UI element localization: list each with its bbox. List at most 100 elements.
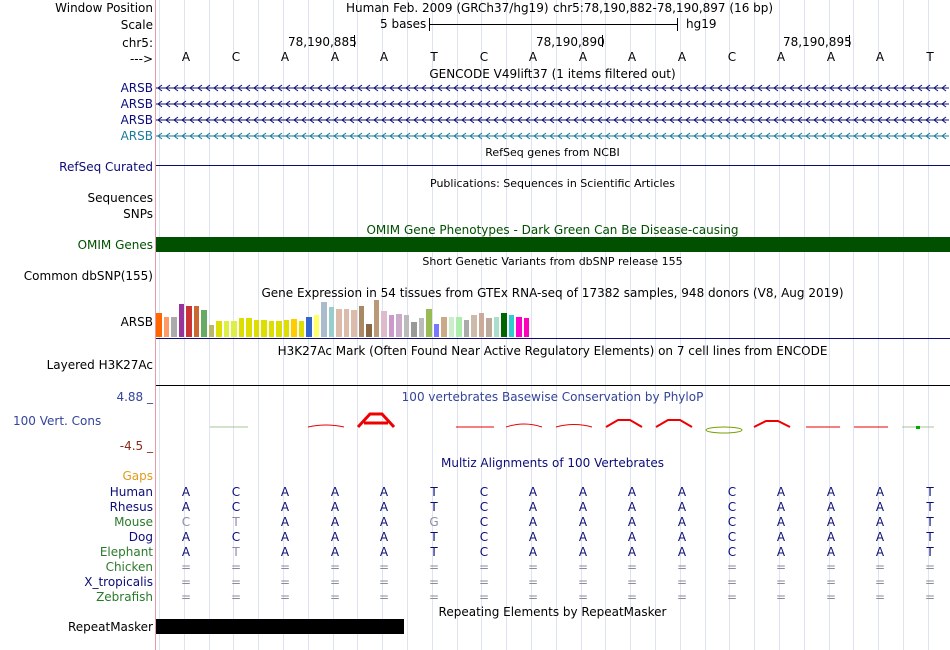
gaps-label[interactable]: Gaps — [122, 469, 153, 483]
gencode-item-label[interactable]: ARSB — [120, 97, 153, 111]
gtex-tissue-bar[interactable] — [471, 315, 477, 337]
gtex-tissue-bar[interactable] — [508, 315, 514, 337]
gtex-tissue-bar[interactable] — [396, 314, 402, 337]
gencode-item-label[interactable]: ARSB — [120, 81, 153, 95]
gtex-tissue-bar[interactable] — [208, 325, 214, 337]
gtex-tissue-bar[interactable] — [186, 306, 192, 337]
phylop-label[interactable]: 100 Vert. Cons — [13, 414, 102, 428]
gencode-transcript[interactable] — [156, 116, 949, 124]
grid-line — [506, 0, 507, 650]
omim-label[interactable]: OMIM Genes — [77, 238, 153, 252]
gtex-tissue-bar[interactable] — [156, 313, 162, 337]
gtex-tissue-bar[interactable] — [456, 317, 462, 337]
phylop-graph[interactable] — [156, 405, 950, 435]
gtex-tissue-bar[interactable] — [283, 320, 289, 337]
gtex-tissue-bar[interactable] — [246, 318, 252, 337]
gtex-tissue-bar[interactable] — [478, 313, 484, 337]
gtex-tissue-bar[interactable] — [366, 324, 372, 337]
gencode-transcript[interactable] — [156, 132, 949, 140]
species-label[interactable]: Chicken — [105, 560, 153, 574]
alignment-base: C — [181, 515, 191, 529]
refseq-gene-line[interactable] — [156, 165, 950, 166]
alignment-base: = — [577, 590, 589, 604]
alignment-base: = — [676, 575, 688, 589]
gtex-tissue-bar[interactable] — [253, 320, 259, 337]
gtex-tissue-bar[interactable] — [358, 306, 364, 337]
gtex-tissue-bar[interactable] — [321, 302, 327, 337]
species-label[interactable]: Mouse — [114, 515, 153, 529]
alignment-base: A — [875, 500, 885, 514]
phylop-min-label: -4.5 _ — [119, 439, 153, 453]
gtex-gene-label[interactable]: ARSB — [120, 315, 153, 329]
dbsnp-label[interactable]: Common dbSNP(155) — [23, 269, 153, 283]
grid-line — [680, 0, 681, 650]
gtex-tissue-bar[interactable] — [163, 317, 169, 337]
gtex-tissue-bar[interactable] — [201, 310, 207, 337]
window-position-label: Window Position — [55, 1, 153, 15]
gtex-tissue-bar[interactable] — [493, 317, 499, 337]
scale-bar — [429, 24, 677, 25]
gtex-tissue-bar[interactable] — [486, 318, 492, 337]
gtex-tissue-bar[interactable] — [463, 320, 469, 337]
gtex-tissue-bar[interactable] — [171, 317, 177, 337]
gtex-tissue-bar[interactable] — [238, 318, 244, 337]
gtex-tissue-bar[interactable] — [178, 304, 184, 337]
publications-snps-label[interactable]: SNPs — [123, 207, 153, 221]
gtex-tissue-bar[interactable] — [373, 300, 379, 337]
publications-sequences-label[interactable]: Sequences — [87, 191, 153, 205]
alignment-base: = — [230, 560, 242, 574]
h3k27ac-label[interactable]: Layered H3K27Ac — [46, 358, 153, 372]
scale-bar-left-tick — [429, 18, 430, 31]
gtex-tissue-bar[interactable] — [351, 310, 357, 337]
gtex-tissue-bar[interactable] — [216, 321, 222, 337]
gtex-tissue-bar[interactable] — [388, 315, 394, 337]
alignment-base: A — [875, 530, 885, 544]
gtex-tissue-bar[interactable] — [193, 306, 199, 337]
gtex-bar-chart[interactable] — [156, 299, 556, 337]
species-label[interactable]: Elephant — [99, 545, 153, 559]
gtex-tissue-bar[interactable] — [298, 321, 304, 337]
gtex-tissue-bar[interactable] — [433, 324, 439, 337]
species-label[interactable]: Dog — [128, 530, 153, 544]
gtex-tissue-bar[interactable] — [223, 321, 229, 337]
gencode-item-label[interactable]: ARSB — [120, 129, 153, 143]
gtex-tissue-bar[interactable] — [291, 319, 297, 337]
gtex-tissue-bar[interactable] — [328, 307, 334, 337]
repeatmasker-label[interactable]: RepeatMasker — [67, 620, 153, 634]
dna-base: A — [379, 50, 389, 64]
repeatmasker-element[interactable] — [156, 619, 404, 634]
gtex-tissue-bar[interactable] — [411, 322, 417, 337]
gtex-tissue-bar[interactable] — [448, 317, 454, 337]
gencode-transcript[interactable] — [156, 100, 949, 108]
gtex-tissue-bar[interactable] — [268, 321, 274, 337]
gtex-tissue-bar[interactable] — [501, 313, 507, 337]
gtex-tissue-bar[interactable] — [231, 321, 237, 337]
grid-line — [754, 0, 755, 650]
gtex-tissue-bar[interactable] — [381, 311, 387, 337]
gtex-tissue-bar[interactable] — [313, 315, 319, 337]
species-label[interactable]: Human — [109, 485, 153, 499]
omim-gene-bar[interactable] — [156, 237, 950, 252]
gtex-tissue-bar[interactable] — [523, 318, 529, 337]
species-label[interactable]: Zebrafish — [96, 590, 153, 604]
gtex-tissue-bar[interactable] — [418, 318, 424, 337]
alignment-base: A — [280, 545, 290, 559]
gtex-tissue-bar[interactable] — [516, 317, 522, 337]
alignment-base: A — [677, 515, 687, 529]
dna-base: A — [280, 50, 290, 64]
gtex-tissue-bar[interactable] — [403, 315, 409, 337]
gtex-tissue-bar[interactable] — [276, 321, 282, 337]
species-label[interactable]: Rhesus — [109, 500, 153, 514]
gtex-tissue-bar[interactable] — [336, 309, 342, 337]
gtex-tissue-bar[interactable] — [343, 309, 349, 337]
species-label[interactable]: X_tropicalis — [84, 575, 153, 589]
alignment-base: A — [578, 515, 588, 529]
gtex-tissue-bar[interactable] — [261, 320, 267, 337]
alignment-base: = — [527, 575, 539, 589]
gtex-tissue-bar[interactable] — [441, 317, 447, 337]
gtex-tissue-bar[interactable] — [306, 317, 312, 337]
refseq-label[interactable]: RefSeq Curated — [59, 160, 153, 174]
gtex-tissue-bar[interactable] — [426, 309, 432, 337]
gencode-transcript[interactable] — [156, 84, 949, 92]
gencode-item-label[interactable]: ARSB — [120, 113, 153, 127]
